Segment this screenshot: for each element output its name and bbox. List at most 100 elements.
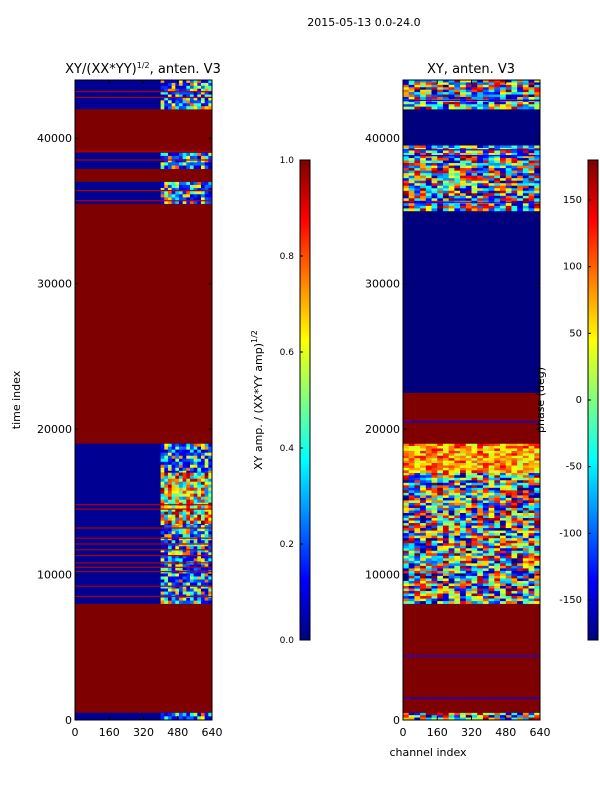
heatmap-cell xyxy=(517,482,524,486)
heatmap-cell xyxy=(175,579,180,583)
heatmap-cell xyxy=(431,205,438,209)
heatmap-cell xyxy=(448,87,455,90)
heatmap-cell xyxy=(175,517,180,521)
heatmap-cell xyxy=(178,446,183,450)
heatmap-cell xyxy=(437,94,444,98)
heatmap-cell xyxy=(488,150,495,154)
heatmap-cell xyxy=(477,467,484,471)
heatmap-cell xyxy=(522,190,529,194)
heatmap-cell xyxy=(482,515,489,519)
heatmap-cell xyxy=(488,460,495,464)
heatmap-cell xyxy=(414,583,421,587)
heatmap-cell xyxy=(505,96,512,100)
heatmap-cell xyxy=(182,470,187,475)
heatmap-cell xyxy=(500,84,507,88)
heatmap-cell xyxy=(442,505,449,509)
heatmap-cell xyxy=(425,178,432,181)
heatmap-cell xyxy=(186,94,191,98)
heatmap-cell xyxy=(167,155,172,160)
heatmap-cell xyxy=(494,715,501,718)
heatmap-cell xyxy=(511,510,518,514)
heatmap-cell xyxy=(420,205,427,209)
heatmap-cell xyxy=(160,88,165,92)
heatmap-cell xyxy=(178,94,183,98)
heatmap-cell xyxy=(465,168,472,171)
heatmap-cell xyxy=(420,455,427,459)
heatmap-cell xyxy=(534,165,540,169)
heatmap-cell xyxy=(442,198,449,202)
heatmap-cell xyxy=(511,553,518,557)
heatmap-cell xyxy=(488,446,495,449)
heatmap-cell xyxy=(193,91,198,95)
heatmap-cell xyxy=(505,525,512,529)
heatmap-cell xyxy=(208,443,212,447)
heatmap-cell xyxy=(477,560,484,564)
heatmap-cell xyxy=(477,193,484,197)
heatmap-cell xyxy=(425,470,432,474)
heatmap-cell xyxy=(200,508,205,512)
heatmap-cell xyxy=(160,165,165,170)
heatmap-cell xyxy=(178,582,183,586)
heatmap-cell xyxy=(454,458,461,461)
heatmap-cell xyxy=(442,538,449,541)
heatmap-cell xyxy=(454,158,461,161)
heatmap-cell xyxy=(500,170,507,174)
heatmap-cell xyxy=(534,463,540,466)
heatmap-cell xyxy=(448,717,455,720)
heatmap-cell xyxy=(408,596,415,599)
heatmap-cell xyxy=(178,496,183,500)
heatmap-cell xyxy=(454,497,461,501)
heatmap-cell xyxy=(204,493,209,497)
heatmap-cell xyxy=(193,88,198,92)
heatmap-cell xyxy=(442,89,449,93)
heatmap-cell xyxy=(465,190,472,194)
heatmap-cell xyxy=(488,545,495,549)
heatmap-cell xyxy=(208,496,212,500)
heatmap-cell xyxy=(171,458,176,463)
heatmap-cell xyxy=(522,448,529,452)
heatmap-cell xyxy=(175,576,180,580)
heatmap-cell xyxy=(528,580,535,584)
heatmap-cell xyxy=(448,538,455,541)
heatmap-cell xyxy=(454,175,461,179)
heatmap-cell xyxy=(494,158,501,161)
heatmap-cell xyxy=(204,85,209,90)
heatmap-cell xyxy=(448,472,455,476)
heatmap-cell xyxy=(477,580,484,584)
heatmap-cell xyxy=(522,565,529,569)
heatmap-cell xyxy=(189,520,194,524)
heatmap-cell xyxy=(522,507,529,511)
heatmap-cell xyxy=(465,450,472,454)
heatmap-cell xyxy=(511,550,518,554)
heatmap-cell xyxy=(482,502,489,506)
heatmap-cell xyxy=(448,507,455,511)
heatmap-cell xyxy=(448,558,455,562)
heatmap-cell xyxy=(178,155,183,160)
heatmap-cell xyxy=(528,163,535,166)
heatmap-cell xyxy=(160,184,165,189)
heatmap-cell xyxy=(160,478,165,483)
heatmap-cell xyxy=(528,80,535,83)
heatmap-cell xyxy=(420,82,427,86)
heatmap-cell xyxy=(460,92,467,95)
heatmap-cell xyxy=(448,104,455,107)
heatmap-cell xyxy=(178,188,183,192)
heatmap-cell xyxy=(204,481,209,486)
heatmap-cell xyxy=(528,492,535,496)
heatmap-cell xyxy=(517,555,524,559)
heatmap-cell xyxy=(403,598,410,602)
heatmap-cell xyxy=(414,155,421,159)
heatmap-cell xyxy=(425,578,432,582)
heatmap-cell xyxy=(420,570,427,574)
heatmap-cell xyxy=(460,185,467,189)
heatmap-cell xyxy=(534,555,540,559)
heatmap-cell xyxy=(167,546,172,550)
heatmap-cell xyxy=(182,517,187,521)
heatmap-cell xyxy=(442,208,449,212)
heatmap-cell xyxy=(197,567,202,571)
heatmap-cell xyxy=(465,555,472,559)
heatmap-cell xyxy=(488,553,495,557)
heatmap-band xyxy=(75,203,212,444)
heatmap-cell xyxy=(511,175,518,179)
heatmap-cell xyxy=(511,482,518,486)
